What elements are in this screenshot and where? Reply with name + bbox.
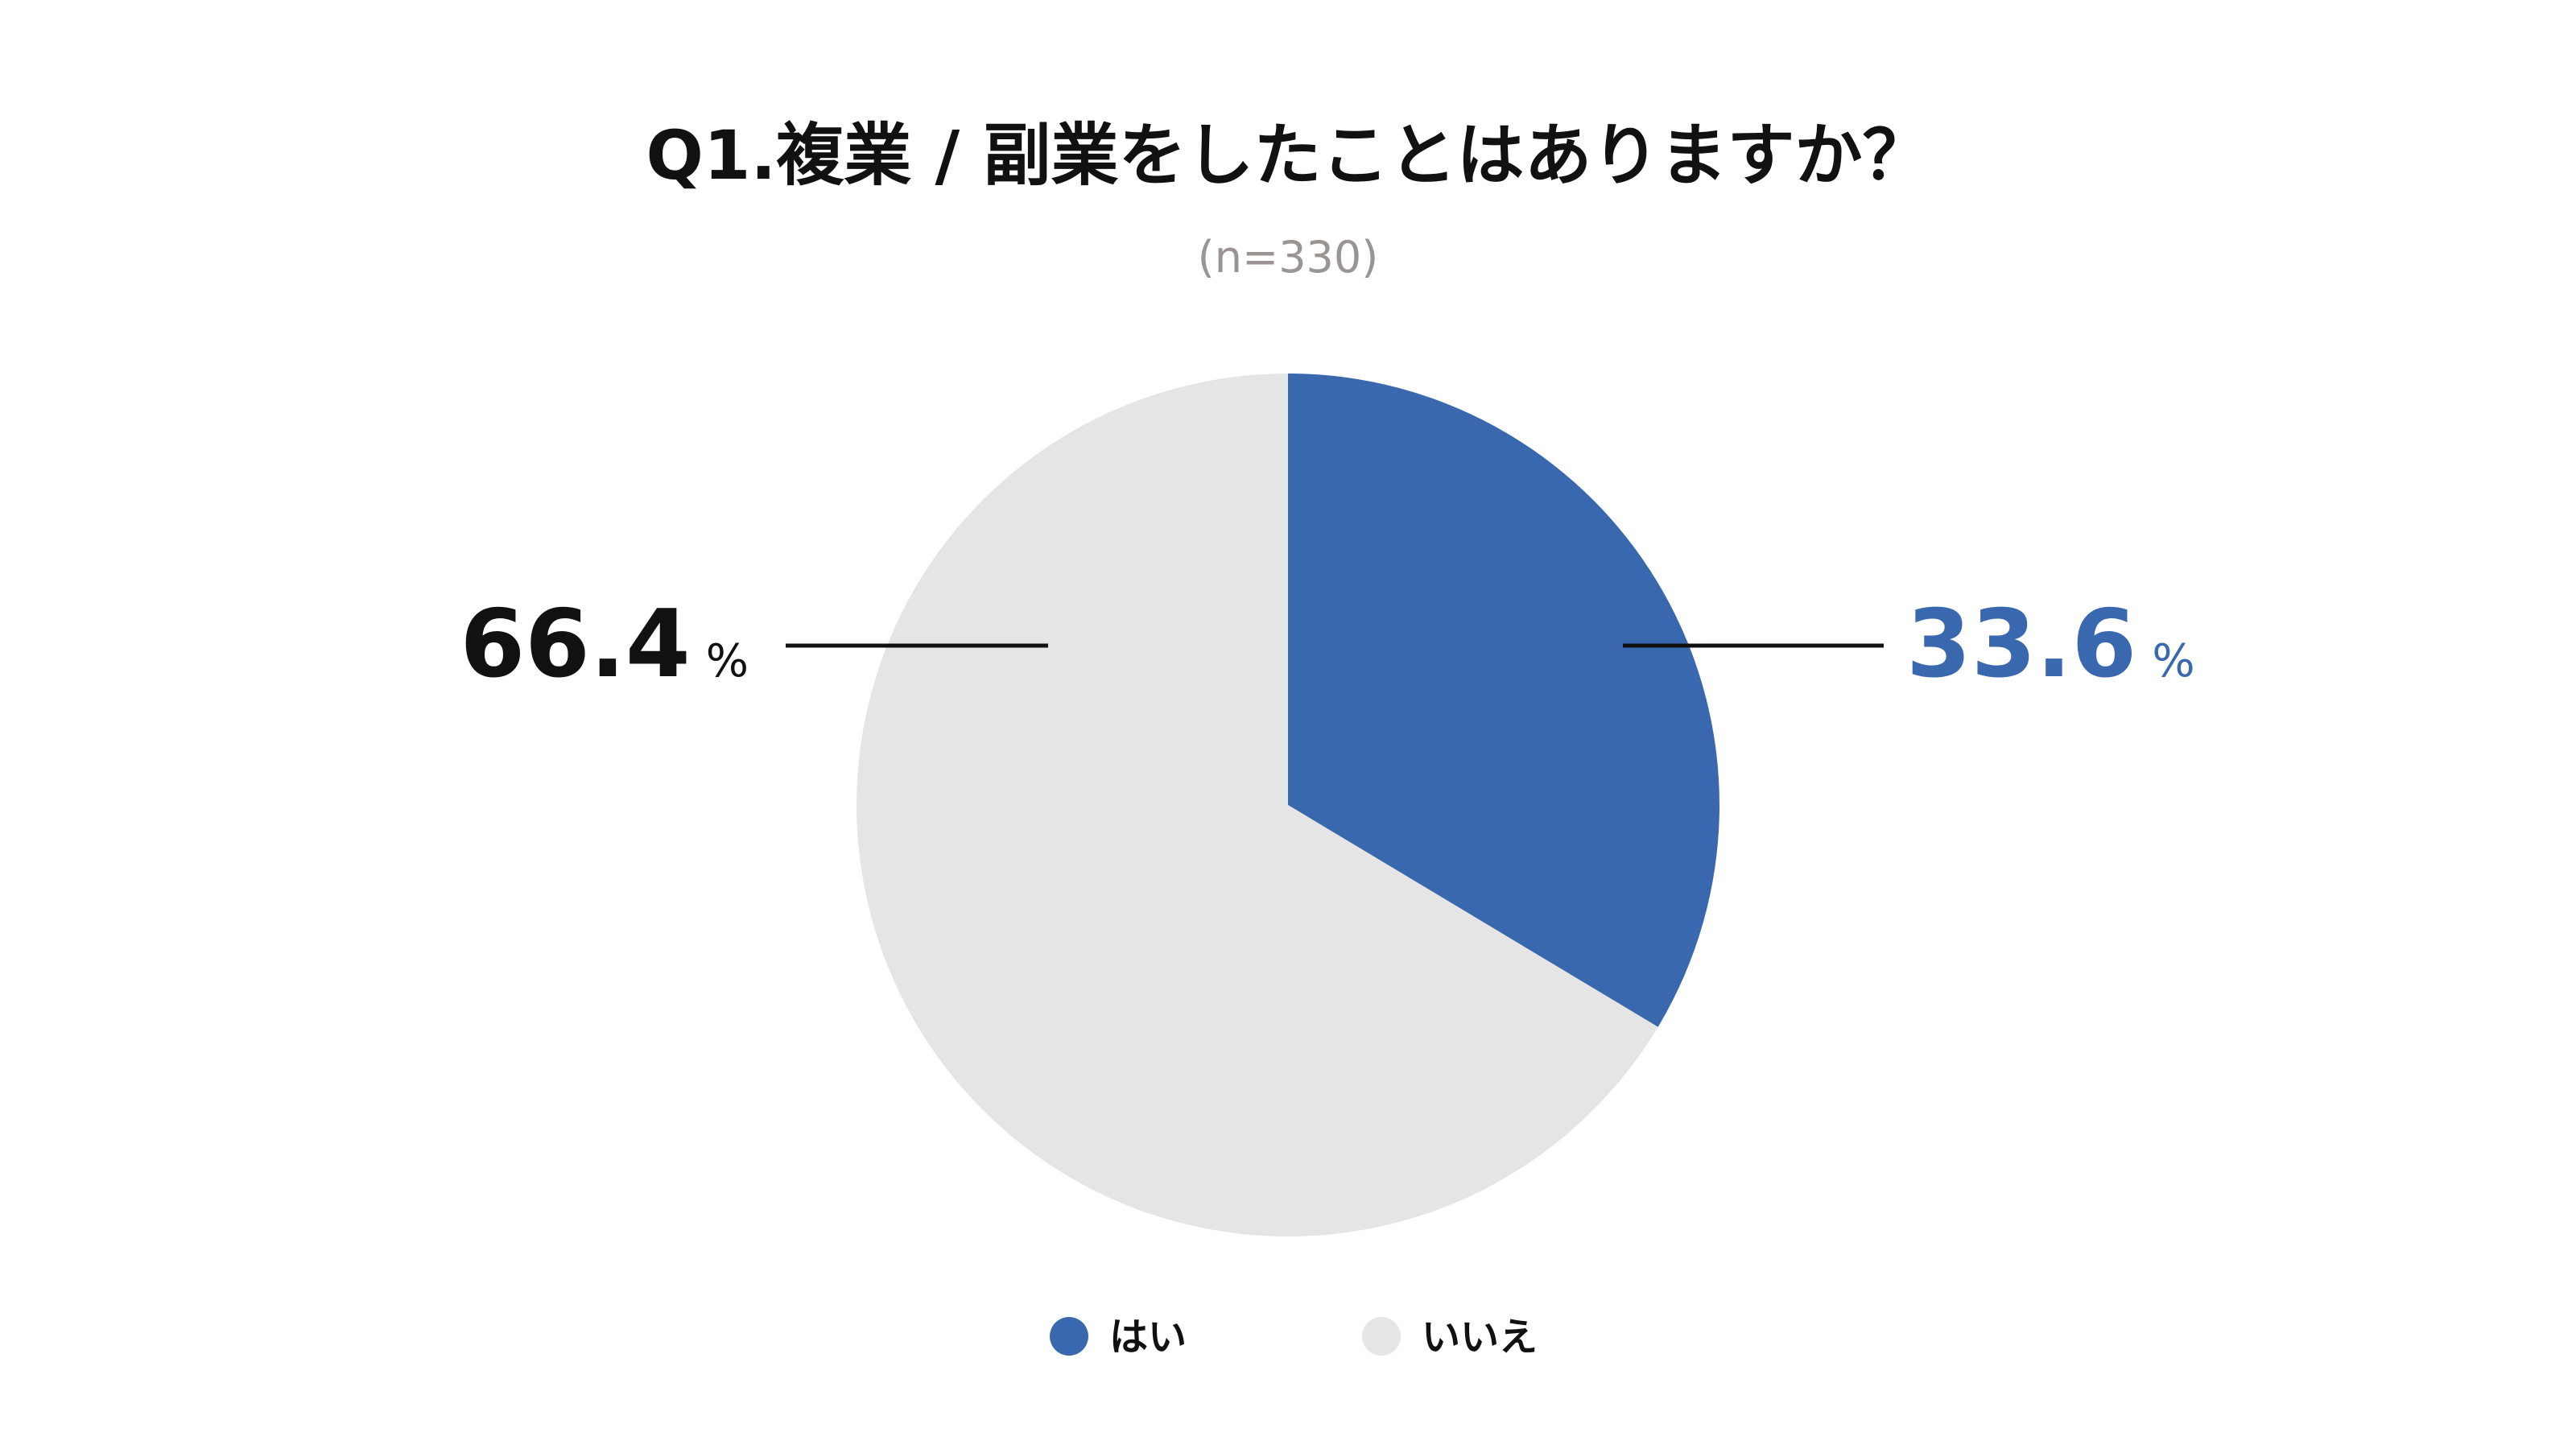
value-label-yes: 33.6 % — [1906, 590, 2195, 699]
legend-swatch-no — [1362, 1317, 1401, 1356]
legend-swatch-yes — [1050, 1317, 1088, 1356]
legend-label-no: いいえ — [1422, 1315, 1538, 1360]
value-unit-yes: % — [2152, 635, 2194, 687]
pie-slice-no — [856, 374, 1658, 1236]
value-unit-no: % — [706, 635, 749, 687]
chart-title: Q1.複業 / 副業をしたことはありますか？ — [646, 116, 1930, 195]
legend: はい いいえ — [1050, 1315, 1538, 1360]
value-number-yes: 33.6 — [1906, 590, 2136, 699]
value-label-no: 66.4 % — [460, 590, 749, 699]
value-number-no: 66.4 — [460, 590, 690, 699]
chart-subtitle: (n=330) — [1198, 232, 1379, 283]
pie-slices — [856, 374, 1719, 1236]
pie-slice-yes — [1288, 374, 1719, 1027]
legend-label-yes: はい — [1109, 1315, 1187, 1360]
